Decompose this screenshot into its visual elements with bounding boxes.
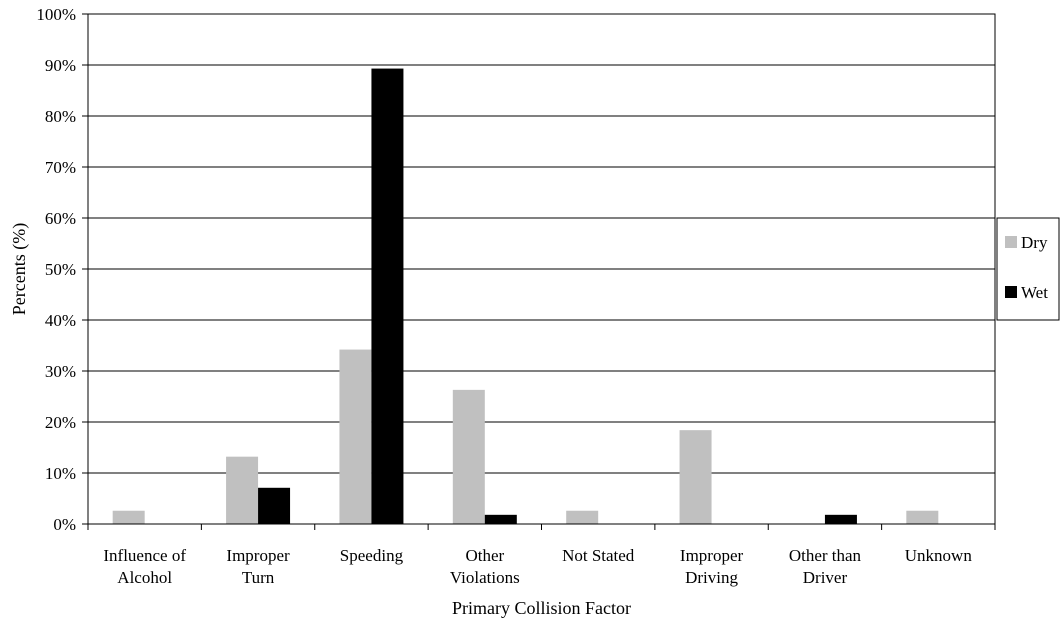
legend: Dry Wet xyxy=(996,217,1060,321)
y-tick-label: 20% xyxy=(45,413,76,432)
legend-swatch-wet xyxy=(1005,286,1017,298)
bar-dry xyxy=(566,510,599,524)
x-tick-label: Not Stated xyxy=(562,546,635,565)
y-tick-label: 0% xyxy=(53,515,76,534)
bar-dry xyxy=(906,510,939,524)
bar-wet xyxy=(258,487,291,524)
x-tick-label: Improper Driving xyxy=(680,546,744,587)
x-axis-ticks: Influence of Alcohol Improper Turn Speeding O… xyxy=(87,524,996,587)
x-tick-label: Improper Turn xyxy=(226,546,290,587)
y-tick-label: 40% xyxy=(45,311,76,330)
bar-dry xyxy=(339,349,372,524)
bar-dry xyxy=(679,430,712,524)
bar-wet xyxy=(484,514,517,524)
legend-label-wet: Wet xyxy=(1021,283,1048,302)
y-tick-label: 80% xyxy=(45,107,76,126)
x-tick-label: Influence of Alcohol xyxy=(103,546,186,587)
legend-label-dry: Dry xyxy=(1021,233,1048,252)
y-tick-label: 10% xyxy=(45,464,76,483)
bar-dry xyxy=(452,389,485,524)
x-tick-label: Other than Driver xyxy=(789,546,862,587)
y-tick-label: 50% xyxy=(45,260,76,279)
y-tick-label: 90% xyxy=(45,56,76,75)
bar-wet xyxy=(824,514,857,524)
y-tick-label: 100% xyxy=(36,5,76,24)
x-axis-title: Primary Collision Factor xyxy=(452,598,631,618)
y-tick-label: 30% xyxy=(45,362,76,381)
bars xyxy=(112,68,939,524)
x-tick-label: Speeding xyxy=(340,546,404,565)
y-tick-label: 70% xyxy=(45,158,76,177)
legend-box xyxy=(996,217,1060,321)
legend-swatch-dry xyxy=(1005,236,1017,248)
y-axis-ticks: 0% 10% 20% 30% 40% 50% 60% 70% 80% 90% 100% xyxy=(36,5,88,534)
x-tick-label: Other Violations xyxy=(450,546,520,587)
y-tick-label: 60% xyxy=(45,209,76,228)
y-axis-title: Percents (%) xyxy=(9,223,30,315)
bar-dry xyxy=(112,510,145,524)
bar-wet xyxy=(371,68,404,524)
x-tick-label: Unknown xyxy=(905,546,973,565)
bar-dry xyxy=(226,456,259,524)
gridlines xyxy=(88,64,995,474)
